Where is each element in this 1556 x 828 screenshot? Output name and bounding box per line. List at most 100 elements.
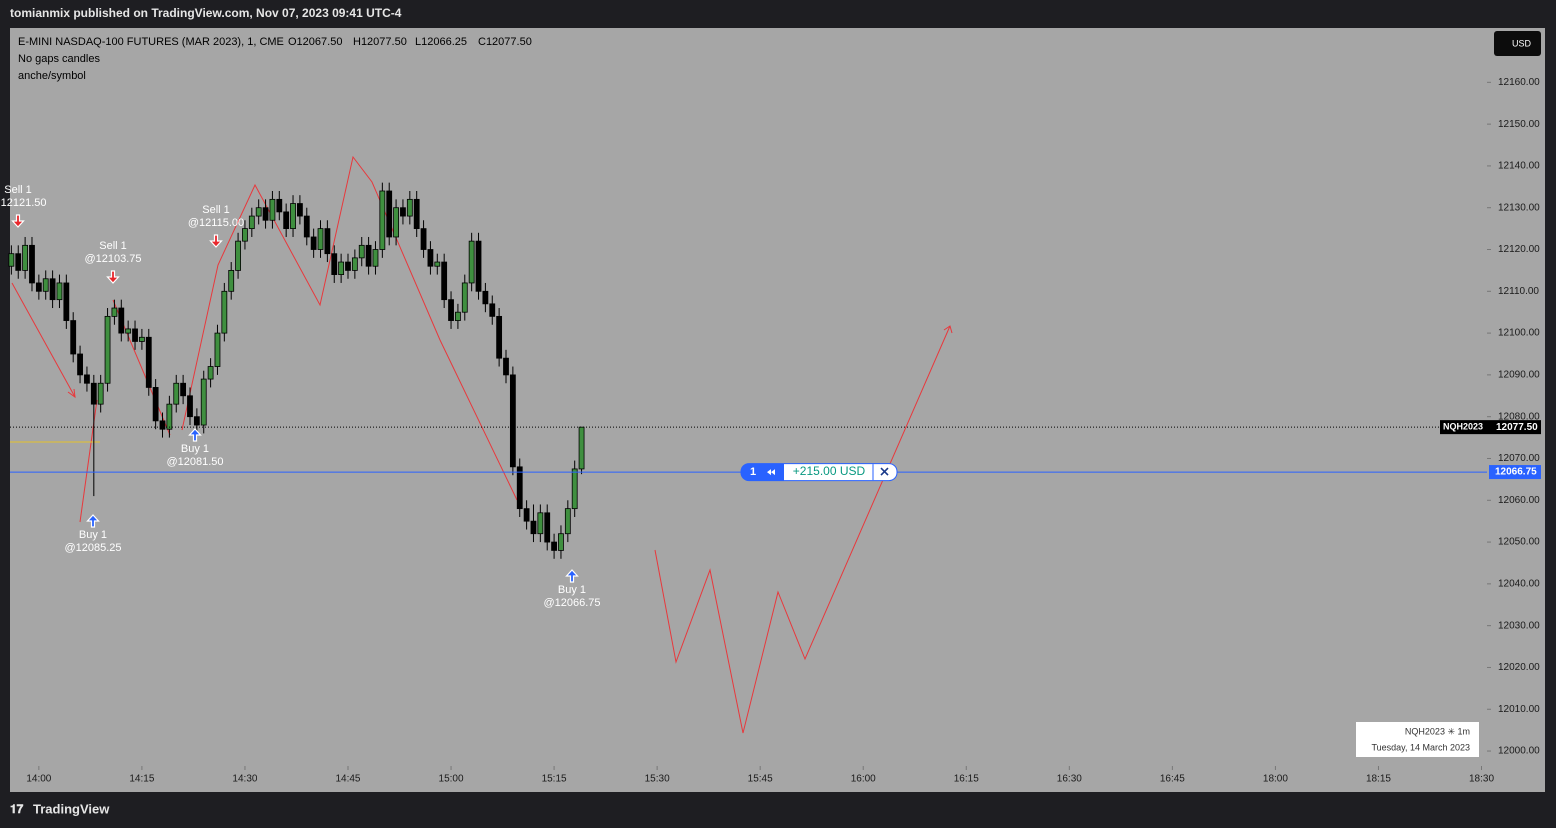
y-tick-label: 12140.00 — [1498, 161, 1540, 172]
currency[interactable]: USD — [1512, 38, 1532, 48]
candle-body — [358, 244, 365, 259]
y-tick-label: 12070.00 — [1498, 453, 1540, 464]
candle-body — [193, 416, 200, 426]
candle-body — [132, 328, 138, 342]
candle-body — [406, 198, 413, 217]
trade-price: @12103.75 — [84, 253, 141, 265]
candle-body — [22, 244, 29, 271]
x-tick-label: 15:00 — [439, 774, 464, 785]
x-tick-label: 15:30 — [645, 774, 670, 785]
candle-body — [303, 215, 310, 238]
candle-body — [351, 257, 358, 271]
candle-body — [420, 228, 427, 250]
candle-body — [297, 203, 303, 217]
candle-body — [118, 307, 125, 334]
candle-body — [84, 374, 90, 384]
position-qty: 1 — [750, 466, 756, 478]
y-tick-label: 12100.00 — [1498, 328, 1540, 339]
legend-open: O12067.50 — [288, 36, 342, 48]
footer-logo: 𝟏𝟕 — [10, 802, 24, 816]
last-price-label: 12077.50 — [1496, 422, 1538, 433]
candle-body — [138, 336, 145, 342]
symbol-label: NQH2023 — [1443, 422, 1483, 432]
legend-close: C12077.50 — [478, 36, 532, 48]
trade-text: Sell 1 — [4, 184, 32, 196]
y-tick-label: 12050.00 — [1498, 537, 1540, 548]
candle-body — [104, 315, 111, 384]
currency-button[interactable] — [1494, 31, 1541, 56]
candle-body — [77, 353, 83, 376]
drawing-line — [11, 282, 76, 398]
candle-body — [523, 508, 530, 522]
candle-body — [35, 282, 42, 292]
drawing-line — [181, 155, 518, 501]
x-tick-label: 16:30 — [1057, 774, 1082, 785]
drawing-arrow — [67, 388, 76, 399]
trade-price: @12115.00 — [188, 217, 244, 229]
candle-body — [489, 303, 496, 317]
x-tick-label: 16:45 — [1160, 774, 1185, 785]
candle-body — [516, 466, 523, 510]
candle-body — [413, 198, 420, 230]
x-tick-label: 18:15 — [1366, 774, 1391, 785]
candle-body — [564, 508, 571, 535]
y-tick-label: 12120.00 — [1498, 244, 1540, 255]
candle-body — [187, 395, 193, 418]
logo-mark: 𝟏𝟕 — [10, 802, 24, 816]
candle-body — [468, 240, 475, 284]
x-tick-label: 18:30 — [1469, 774, 1494, 785]
candle-body — [496, 315, 503, 359]
y-tick-label: 12030.00 — [1498, 620, 1540, 631]
y-tick-label: 12010.00 — [1498, 704, 1540, 715]
x-tick-label: 14:45 — [335, 774, 360, 785]
candle-body — [214, 332, 221, 367]
indicator: No gaps candles — [18, 53, 100, 65]
candle-body — [544, 512, 551, 543]
trade-price: @12121.50 — [0, 197, 47, 209]
candle-body — [90, 382, 97, 405]
candle-body — [461, 282, 468, 313]
candle-body — [228, 270, 235, 292]
candle-body — [8, 253, 15, 267]
candle-body — [310, 236, 317, 250]
x-tick-label: 14:15 — [129, 774, 154, 785]
indicator: anche/symbol — [18, 70, 86, 82]
candle-body — [400, 207, 406, 217]
legend-symbol: E-MINI NASDAQ-100 FUTURES (MAR 2023), 1,… — [18, 36, 284, 48]
overlay: NQH2023 12077.50 12066.75 1 +215.00 USD — [10, 420, 1541, 482]
candle-body — [97, 382, 104, 405]
trade-arrow — [565, 569, 579, 583]
candle-body — [386, 190, 393, 238]
legend-low: L12066.25 — [415, 36, 467, 48]
y-tick-label: 12020.00 — [1498, 662, 1540, 673]
candle-body — [221, 290, 228, 334]
candle-body — [152, 387, 159, 422]
candle-body — [242, 228, 248, 242]
reverse-icon[interactable] — [767, 469, 775, 476]
trade-text: Buy 1 — [79, 529, 107, 541]
candle-body — [235, 240, 241, 271]
candle-body — [200, 378, 207, 426]
candle-body — [578, 426, 585, 470]
candle-body — [56, 282, 63, 301]
trade-text: Buy 1 — [181, 443, 209, 455]
position-price-label: 12066.75 — [1495, 467, 1537, 478]
candle-body — [365, 244, 372, 267]
x-tick-label: 15:15 — [542, 774, 567, 785]
candle-body — [345, 261, 351, 271]
position-qty-bg — [741, 463, 784, 481]
candle-body — [427, 249, 434, 267]
trade-arrow — [188, 428, 202, 442]
legend-high: H12077.50 — [353, 36, 407, 48]
candle-body — [166, 403, 173, 430]
candle-body — [558, 533, 564, 551]
trade-text: Sell 1 — [202, 204, 230, 216]
candle-body — [42, 278, 49, 292]
y-tick-label: 12110.00 — [1498, 286, 1539, 297]
candle-body — [63, 282, 70, 321]
close-icon[interactable] — [880, 467, 889, 476]
x-tick-label: 16:00 — [851, 774, 876, 785]
candle-body — [276, 198, 283, 213]
position-price-bg — [1489, 465, 1541, 480]
